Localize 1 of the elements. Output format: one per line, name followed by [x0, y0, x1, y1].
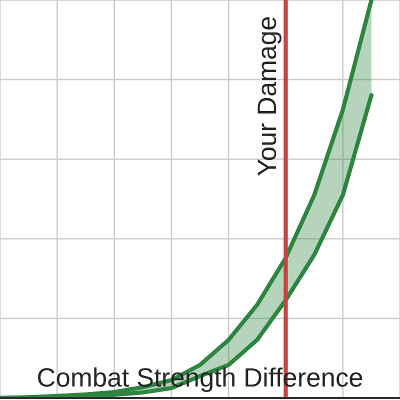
- annotation: Your Damage: [258, 17, 282, 176]
